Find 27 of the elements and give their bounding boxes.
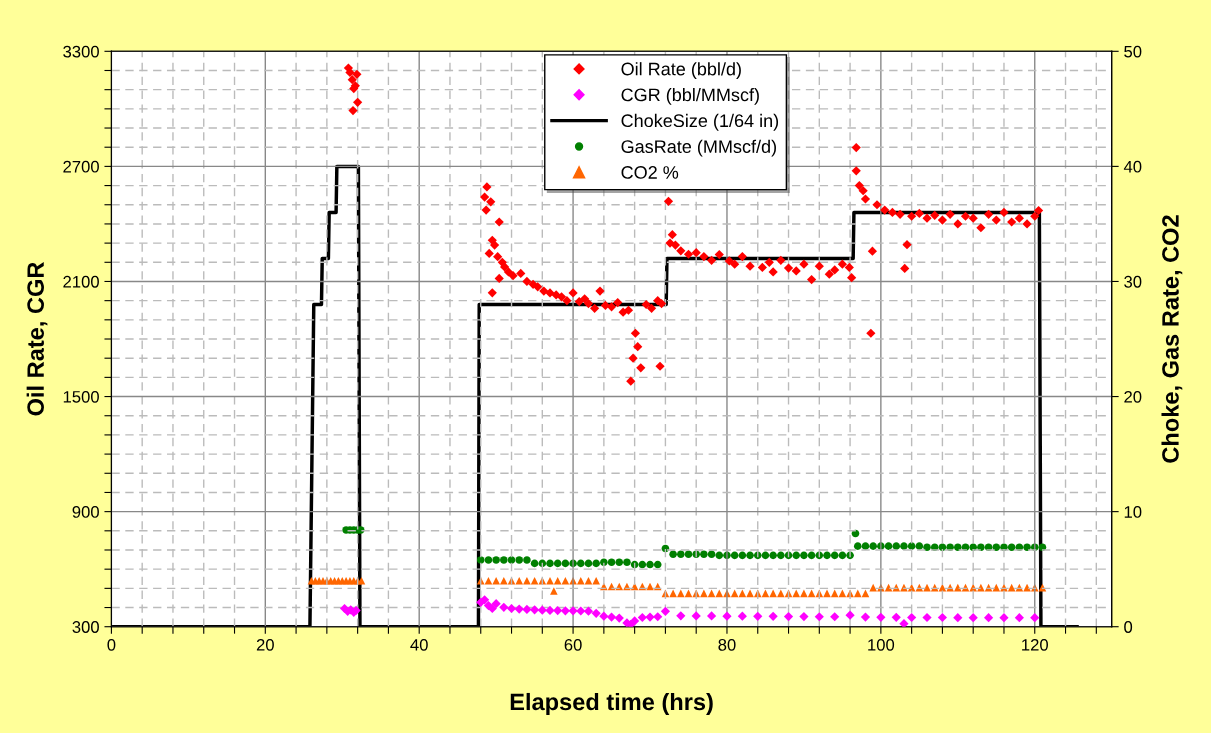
y2-axis-title: Choke, Gas Rate, CO2: [1161, 215, 1183, 463]
x-axis-title: Elapsed time (hrs): [510, 692, 713, 715]
x-tick-label: 20: [256, 638, 274, 651]
x-tick-label: 80: [718, 638, 736, 651]
y-tick-label: 2100: [63, 275, 99, 288]
legend-label: GasRate (MMscf/d): [621, 139, 776, 157]
y-axis-title: Oil Rate, CGR: [26, 262, 48, 416]
x-tick-label: 120: [1022, 638, 1049, 651]
y2-tick-label: 50: [1124, 45, 1142, 58]
y-tick-label: 900: [72, 506, 99, 518]
y2-tick-label: 20: [1124, 390, 1142, 403]
y-tick-label: 1500: [63, 390, 99, 403]
y-tick-label: 300: [72, 621, 99, 633]
legend-label: Oil Rate (bbl/d): [621, 62, 741, 79]
x-tick-label: 40: [410, 638, 428, 651]
legend-label: CGR (bbl/MMscf): [621, 88, 759, 105]
y2-tick-label: 10: [1124, 506, 1142, 518]
x-tick-label: 100: [868, 638, 895, 651]
legend-label: CO2 %: [621, 166, 679, 179]
y2-tick-label: 40: [1123, 160, 1142, 173]
y2-tick-label: 30: [1124, 275, 1142, 288]
y2-tick-label: 0: [1124, 621, 1133, 633]
legend-label: ChokeSize (1/64 in): [621, 113, 779, 131]
x-tick-label: 60: [564, 638, 582, 651]
x-tick-label: 0: [107, 638, 116, 651]
y-tick-label: 3300: [63, 45, 99, 58]
y-tick-label: 2700: [63, 160, 99, 173]
